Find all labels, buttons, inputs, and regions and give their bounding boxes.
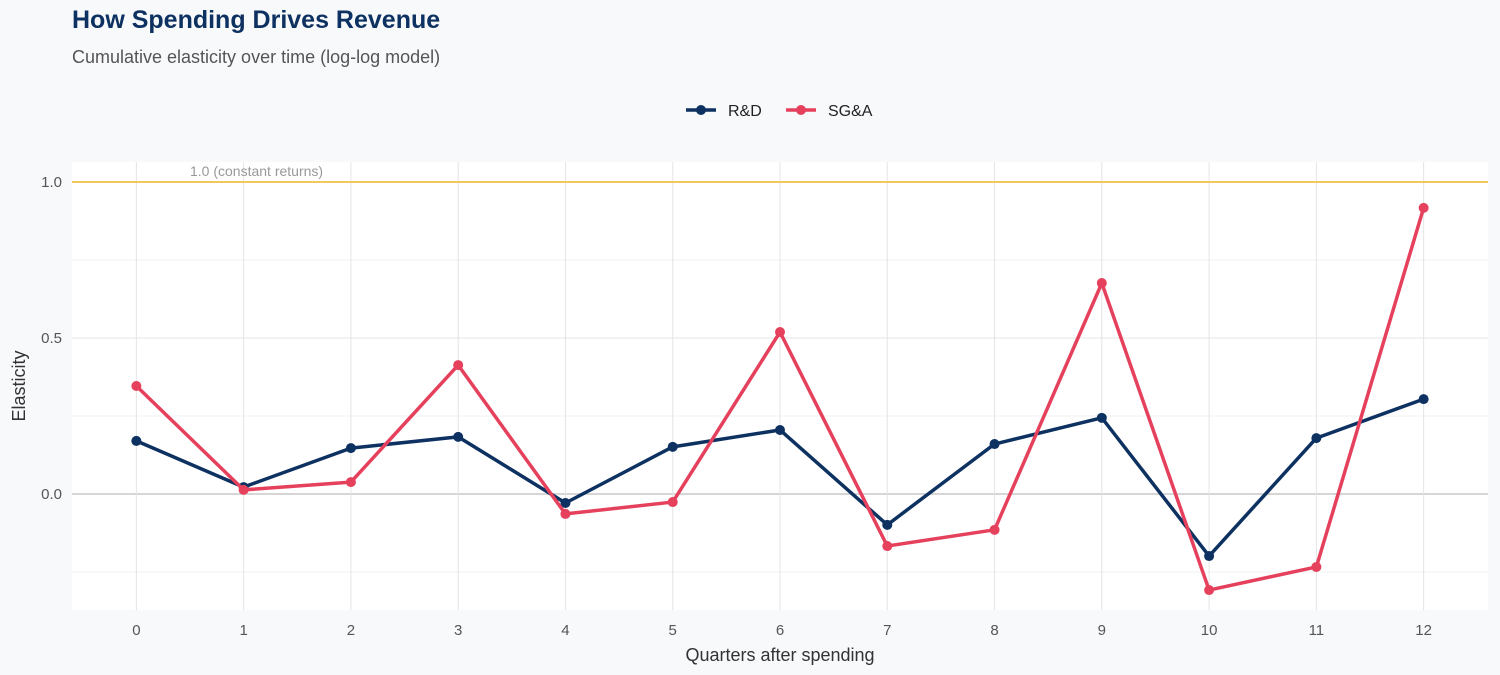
data-point bbox=[1204, 551, 1215, 562]
data-point bbox=[775, 327, 785, 338]
data-point bbox=[238, 484, 249, 495]
x-tick-label: 10 bbox=[1201, 622, 1218, 639]
y-tick-label: 0.5 bbox=[41, 330, 62, 347]
chart-title: How Spending Drives Revenue bbox=[72, 6, 441, 34]
data-point bbox=[560, 497, 571, 508]
data-point bbox=[1204, 585, 1215, 596]
data-point bbox=[1418, 394, 1429, 405]
data-point bbox=[1418, 202, 1429, 213]
x-tick-label: 7 bbox=[883, 622, 891, 639]
legend-label: SG&A bbox=[828, 103, 873, 120]
x-axis-label: Quarters after spending bbox=[685, 645, 874, 665]
data-point bbox=[131, 381, 142, 391]
y-tick-label: 1.0 bbox=[41, 174, 62, 191]
x-tick-label: 1 bbox=[239, 622, 247, 639]
y-axis-label: Elasticity bbox=[9, 350, 29, 421]
x-tick-label: 4 bbox=[561, 622, 569, 639]
x-tick-label: 8 bbox=[990, 622, 998, 639]
legend-key-point bbox=[796, 105, 806, 115]
data-point bbox=[131, 435, 142, 446]
data-point bbox=[667, 497, 678, 508]
data-point bbox=[1096, 278, 1107, 289]
data-point bbox=[345, 443, 356, 454]
data-point bbox=[560, 508, 571, 519]
data-point bbox=[882, 541, 893, 552]
x-tick-label: 12 bbox=[1415, 622, 1432, 639]
data-point bbox=[345, 477, 356, 488]
data-point bbox=[453, 360, 464, 371]
chart-subtitle: Cumulative elasticity over time (log-log… bbox=[72, 47, 441, 67]
legend-key-point bbox=[696, 105, 706, 115]
legend-label: R&D bbox=[728, 103, 762, 120]
data-point bbox=[989, 439, 1000, 450]
data-point bbox=[775, 424, 785, 435]
data-point bbox=[1096, 412, 1107, 423]
x-tick-label: 2 bbox=[347, 622, 355, 639]
reference-line-label: 1.0 (constant returns) bbox=[190, 163, 323, 179]
data-point bbox=[1311, 433, 1322, 444]
x-tick-label: 6 bbox=[776, 622, 784, 639]
data-point bbox=[989, 524, 1000, 535]
data-point bbox=[667, 441, 678, 452]
y-tick-label: 0.0 bbox=[41, 486, 62, 503]
data-point bbox=[882, 519, 893, 530]
x-tick-label: 11 bbox=[1309, 622, 1325, 639]
x-tick-label: 0 bbox=[132, 622, 140, 639]
data-point bbox=[453, 431, 464, 442]
x-tick-label: 3 bbox=[454, 622, 462, 639]
x-tick-label: 9 bbox=[1098, 622, 1106, 639]
x-tick-label: 5 bbox=[669, 622, 677, 639]
data-point bbox=[1311, 561, 1322, 572]
